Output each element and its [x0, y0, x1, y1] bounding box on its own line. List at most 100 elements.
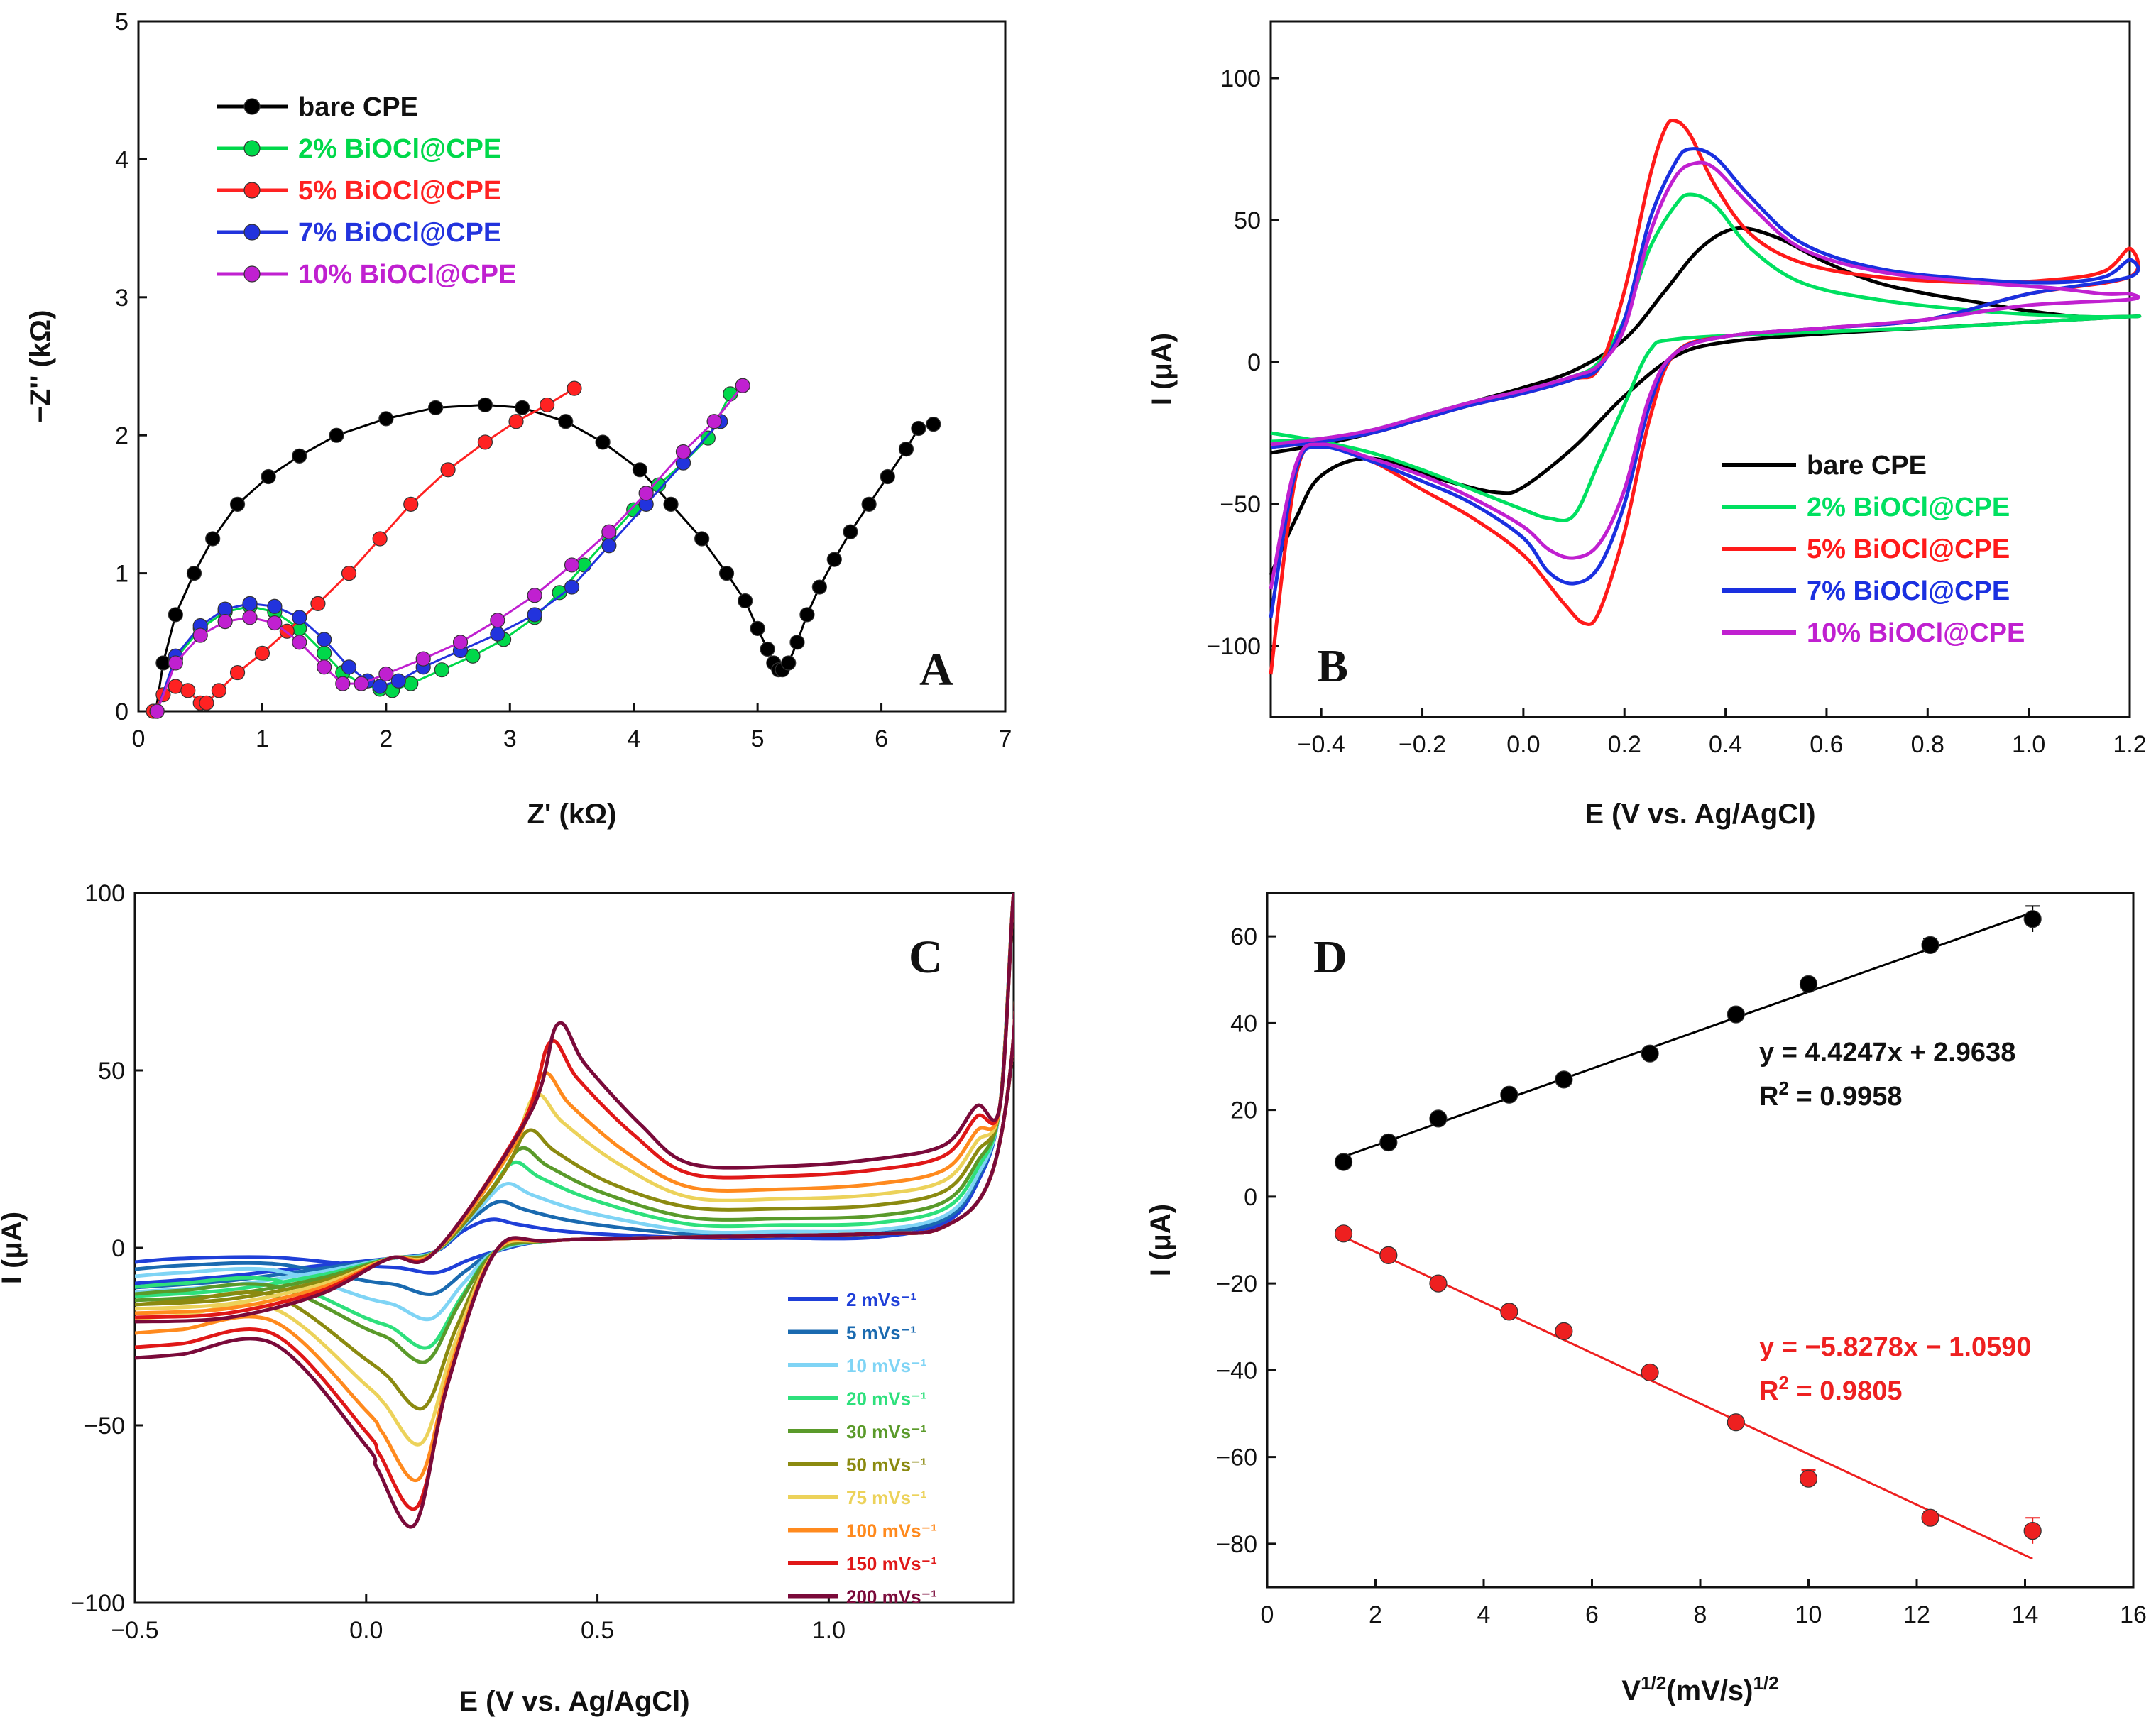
panel-c-cv-curve-8	[135, 893, 1014, 1483]
panel-a-y-tick-label: 5	[115, 9, 128, 35]
panel-a-data-point	[911, 420, 926, 437]
panel-b-y-tick-label: 50	[1234, 207, 1261, 234]
panel-d-r-label: R	[1759, 1376, 1778, 1406]
panel-d-y-tick-label: −40	[1216, 1357, 1257, 1384]
panel-d-data-point	[1379, 1133, 1398, 1152]
panel-a-legend-marker	[243, 140, 261, 157]
panel-a-data-point	[718, 565, 735, 581]
panel-a-data-point	[638, 486, 654, 501]
panel-c-scan-rate-cv-plot: −0.5 0.0 0.5 1.0 100 50 0 −50 −100 E (V vs. Ag/Ag…	[0, 880, 1015, 1717]
panel-a-legend-label: 5% BiOCl@CPE	[298, 176, 501, 206]
panel-d-y-tick-label: 20	[1230, 1097, 1257, 1124]
panel-a-data-point	[292, 635, 307, 650]
panel-a-data-point	[292, 610, 307, 625]
panel-d-x-label-part: (mV/s)	[1666, 1675, 1753, 1706]
panel-d-data-point	[1641, 1044, 1659, 1063]
panel-a-data-point	[229, 496, 246, 512]
panel-a-data-point	[168, 655, 183, 671]
panel-a-legend-label: 2% BiOCl@CPE	[298, 134, 501, 164]
panel-d-x-label-part: V	[1621, 1675, 1641, 1706]
panel-a-data-point	[465, 648, 481, 664]
panel-a-data-point	[428, 400, 444, 415]
panel-a-series-line-1	[154, 403, 934, 712]
panel-a-data-point	[527, 588, 542, 603]
panel-a-data-point	[217, 614, 233, 630]
panel-c-legend-label: 200 mVs⁻¹	[846, 1586, 937, 1608]
panel-a-y-axis-label: −Z'' (kΩ)	[25, 310, 56, 423]
panel-d-y-tick-label: 40	[1230, 1010, 1257, 1037]
panel-b-x-tick-label: −0.2	[1399, 731, 1446, 758]
panel-a-data-point	[595, 434, 611, 450]
panel-b-x-tick-label: 0.4	[1709, 731, 1742, 758]
panel-c-legend-label: 50 mVs⁻¹	[846, 1454, 926, 1476]
panel-d-peak-current-vs-sqrt-scan-rate: 0 2 4 6 8 10 12 14 166040200−20−40−60−80V1/2(mV/…	[1145, 892, 2147, 1706]
panel-d-data-point	[1921, 936, 1939, 954]
panel-a-data-point	[861, 496, 877, 512]
panel-d-data-point	[2023, 1521, 2042, 1540]
panel-d-x-label-part: 1/2	[1641, 1672, 1666, 1694]
panel-a-y-tick-label: 1	[115, 561, 128, 588]
panel-d-data-point	[1500, 1303, 1518, 1321]
panel-d-y-tick-label: 0	[1244, 1184, 1257, 1211]
panel-a-data-point	[186, 565, 202, 581]
panel-c-cv-curve-1	[135, 893, 1014, 1285]
panel-d-fit-equation: y = 4.4247x + 2.9638	[1759, 1038, 2015, 1068]
panel-a-data-point	[310, 596, 326, 611]
panel-a-x-tick-label: 2	[379, 725, 393, 752]
panel-a-y-tick-label: 3	[115, 285, 128, 312]
panel-a-data-point	[341, 565, 357, 581]
panel-d-plot-frame	[1266, 892, 2135, 1589]
panel-d-data-point	[1727, 1413, 1745, 1432]
panel-c-y-tick-label: 50	[98, 1058, 125, 1085]
panel-b-x-tick-label: 0.2	[1608, 731, 1641, 758]
panel-d-x-label-part: 1/2	[1753, 1672, 1778, 1694]
panel-a-data-point	[261, 468, 276, 485]
panel-a-data-point	[601, 524, 617, 539]
panel-a-data-point	[180, 683, 196, 698]
panel-c-y-tick-label: 0	[111, 1235, 125, 1262]
panel-b-cv-curve-5	[1269, 160, 2140, 590]
panel-d-y-axis-label: I (μA)	[1145, 1204, 1176, 1276]
panel-a-x-tick-label: 3	[503, 725, 517, 752]
panel-a-data-point	[440, 462, 456, 478]
panel-c-y-tick-label: 100	[84, 880, 125, 907]
panel-a-data-point	[781, 655, 797, 671]
panel-d-x-tick-label: 2	[1369, 1601, 1382, 1628]
panel-a-series-line-5	[155, 385, 744, 712]
panel-a-data-point	[292, 448, 307, 464]
panel-b-x-tick-label: 0.0	[1506, 731, 1540, 758]
panel-b-label: B	[1317, 640, 1348, 692]
panel-c-y-axis-label: I (μA)	[0, 1212, 28, 1284]
panel-c-y-tick-label: −50	[84, 1413, 125, 1440]
panel-a-data-point	[199, 695, 214, 711]
panel-b-x-axis-label: E (V vs. Ag/AgCl)	[1585, 799, 1815, 830]
panel-c-label: C	[909, 931, 943, 983]
panel-a-legend-marker	[243, 265, 261, 283]
panel-d-r-squared: R2 = 0.9958	[1759, 1078, 1902, 1112]
panel-c-legend-label: 5 mVs⁻¹	[846, 1322, 916, 1344]
panel-a-data-point	[168, 607, 183, 623]
panel-d-fit-equation: y = −5.8278x − 1.0590	[1759, 1332, 2032, 1362]
panel-c-legend-label: 20 mVs⁻¹	[846, 1388, 926, 1410]
panel-b-y-tick-label: −100	[1206, 633, 1261, 660]
panel-b-x-tick-label: 0.8	[1911, 731, 1944, 758]
panel-d-data-point	[1921, 1508, 1939, 1527]
panel-b-legend-label: 5% BiOCl@CPE	[1807, 534, 2010, 564]
panel-d-data-point	[1555, 1070, 1573, 1089]
panel-b-y-tick-label: 0	[1247, 349, 1261, 376]
panel-a-label: A	[919, 644, 953, 696]
panel-d-data-point	[1379, 1246, 1398, 1264]
panel-d-data-point	[1334, 1224, 1353, 1243]
panel-d-fit-line-2	[1342, 1236, 2033, 1560]
panel-c-cv-curve-10	[135, 893, 1014, 1529]
panel-a-data-point	[508, 414, 524, 429]
panel-a-series-line-3	[152, 387, 575, 712]
panel-c-x-tick-label: 1.0	[812, 1617, 846, 1644]
panel-a-legend-label: bare CPE	[298, 92, 418, 122]
panel-a-data-point	[452, 635, 469, 650]
panel-a-data-point	[515, 400, 530, 415]
panel-a-data-point	[632, 462, 648, 478]
panel-b-cv-curve-4	[1269, 147, 2140, 618]
panel-b-x-tick-label: 0.6	[1810, 731, 1843, 758]
